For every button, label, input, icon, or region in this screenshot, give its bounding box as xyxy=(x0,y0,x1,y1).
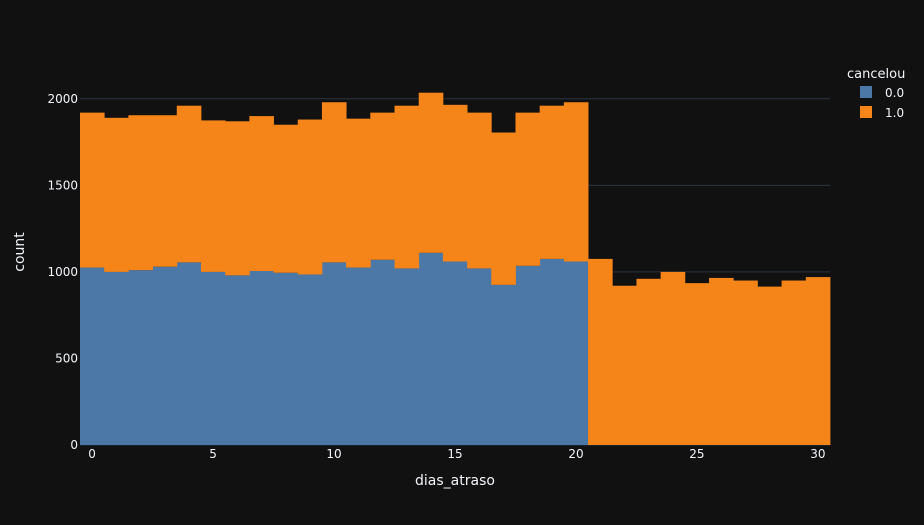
bar-s1-x0[interactable] xyxy=(80,112,105,268)
bar-s1-x22[interactable] xyxy=(612,285,637,445)
y-tick-label-3: 1500 xyxy=(47,178,78,192)
bars xyxy=(80,92,831,446)
y-axis-title: count xyxy=(12,232,28,272)
bar-s0-x8[interactable] xyxy=(273,272,299,445)
y-axis-ticks: 0 500 1000 1500 2000 xyxy=(47,92,78,452)
legend[interactable]: cancelou 0.0 1.0 xyxy=(847,67,905,120)
bar-s0-x7[interactable] xyxy=(249,271,274,445)
x-tick-label-6: 30 xyxy=(810,447,825,461)
bar-s0-x17[interactable] xyxy=(491,284,516,445)
bar-s0-x20[interactable] xyxy=(563,261,589,446)
bar-s1-x2[interactable] xyxy=(128,115,153,271)
bar-s0-x12[interactable] xyxy=(370,259,395,445)
y-tick-label-1: 500 xyxy=(55,351,78,365)
x-tick-label-0: 0 xyxy=(88,447,96,461)
bar-s0-x5[interactable] xyxy=(200,271,226,445)
x-tick-label-4: 20 xyxy=(568,447,583,461)
bar-s1-x30[interactable] xyxy=(805,277,831,445)
legend-title: cancelou xyxy=(847,67,905,82)
x-tick-label-1: 5 xyxy=(209,447,217,461)
legend-item-1[interactable]: 1.0 xyxy=(860,106,904,120)
bar-s1-x27[interactable] xyxy=(733,280,758,445)
bar-s1-x8[interactable] xyxy=(273,124,299,273)
bar-s1-x19[interactable] xyxy=(539,105,565,259)
bar-s0-x11[interactable] xyxy=(346,267,371,445)
bar-s1-x6[interactable] xyxy=(225,121,250,276)
bar-s1-x18[interactable] xyxy=(515,112,541,266)
bar-s1-x26[interactable] xyxy=(709,277,734,445)
y-tick-label-2: 1000 xyxy=(47,265,78,279)
bar-s1-x24[interactable] xyxy=(660,271,686,445)
y-tick-label-4: 2000 xyxy=(47,92,78,106)
bar-s1-x13[interactable] xyxy=(394,105,420,269)
bar-s1-x21[interactable] xyxy=(588,258,613,445)
bar-s1-x16[interactable] xyxy=(467,112,492,269)
bar-s1-x14[interactable] xyxy=(418,92,444,253)
bar-s0-x15[interactable] xyxy=(442,261,468,446)
bar-s0-x18[interactable] xyxy=(515,265,541,445)
x-tick-label-3: 15 xyxy=(447,447,462,461)
legend-label-1: 1.0 xyxy=(885,106,904,120)
bar-s1-x7[interactable] xyxy=(249,116,274,272)
legend-label-0: 0.0 xyxy=(885,86,904,100)
bar-s0-x16[interactable] xyxy=(467,268,492,445)
x-axis-title: dias_atraso xyxy=(415,473,495,489)
bar-s1-x4[interactable] xyxy=(176,105,202,263)
bar-s1-x9[interactable] xyxy=(297,119,323,275)
bar-s1-x28[interactable] xyxy=(757,286,783,445)
bar-s1-x23[interactable] xyxy=(636,278,662,445)
bar-s1-x1[interactable] xyxy=(104,117,129,272)
bar-s0-x19[interactable] xyxy=(539,258,565,445)
bar-s1-x17[interactable] xyxy=(491,132,516,285)
bar-s1-x29[interactable] xyxy=(781,280,807,445)
bar-s1-x11[interactable] xyxy=(346,118,371,268)
bar-s0-x10[interactable] xyxy=(321,262,347,445)
bar-s0-x3[interactable] xyxy=(152,266,178,445)
bar-s0-x0[interactable] xyxy=(80,267,105,445)
bar-s0-x13[interactable] xyxy=(394,268,420,445)
x-tick-label-5: 25 xyxy=(689,447,704,461)
bar-s1-x5[interactable] xyxy=(200,120,226,272)
legend-swatch-1 xyxy=(860,106,872,118)
bar-s1-x25[interactable] xyxy=(684,283,710,445)
x-tick-label-2: 10 xyxy=(326,447,341,461)
legend-item-0[interactable]: 0.0 xyxy=(860,86,904,100)
bar-s0-x9[interactable] xyxy=(297,274,323,445)
bar-s1-x15[interactable] xyxy=(442,104,468,262)
bar-s0-x2[interactable] xyxy=(128,270,153,445)
x-axis-ticks: 0 5 10 15 20 25 30 xyxy=(88,447,825,461)
bar-s0-x14[interactable] xyxy=(418,252,444,445)
bar-s1-x3[interactable] xyxy=(152,115,178,267)
y-tick-label-0: 0 xyxy=(70,438,78,452)
bar-s1-x12[interactable] xyxy=(370,112,395,260)
bar-s0-x6[interactable] xyxy=(225,275,250,445)
bar-s0-x1[interactable] xyxy=(104,271,129,445)
bar-s1-x10[interactable] xyxy=(321,102,347,263)
legend-swatch-0 xyxy=(860,86,872,98)
bar-s0-x4[interactable] xyxy=(176,262,202,445)
bar-s1-x20[interactable] xyxy=(563,102,589,262)
